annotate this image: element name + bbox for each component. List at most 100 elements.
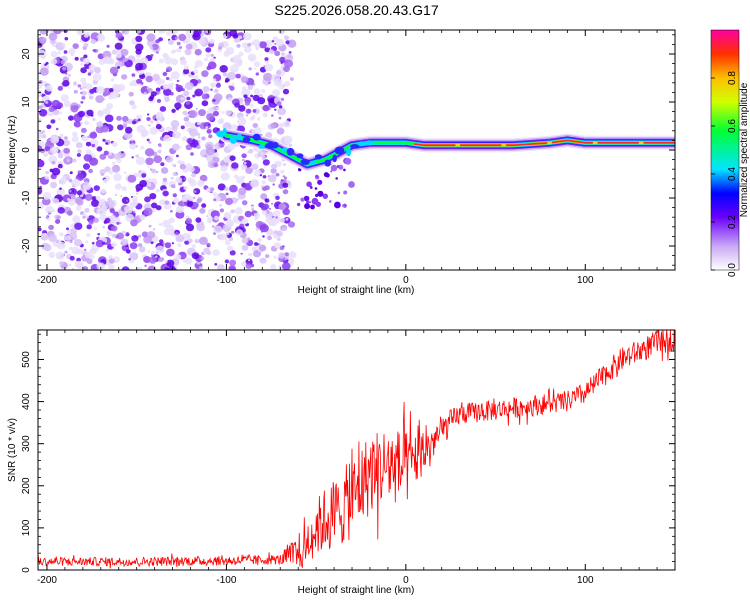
- ridge-blob: [236, 133, 243, 141]
- noise-speck: [172, 171, 178, 177]
- noise-speck: [282, 182, 289, 188]
- noise-speck: [227, 245, 234, 252]
- noise-speck: [174, 265, 178, 269]
- noise-speck: [253, 212, 261, 219]
- noise-speck: [207, 61, 217, 70]
- noise-speck: [185, 30, 194, 37]
- noise-speck: [75, 205, 82, 211]
- noise-speck: [163, 202, 172, 210]
- spectrogram-xlabel: Height of straight line (km): [298, 285, 415, 296]
- noise-speck: [82, 215, 86, 219]
- noise-speck: [238, 187, 247, 196]
- noise-speck: [223, 156, 231, 163]
- noise-speck: [122, 124, 127, 128]
- noise-speck: [141, 173, 147, 178]
- noise-speck: [287, 221, 296, 228]
- noise-speck: [69, 239, 73, 244]
- noise-speck: [116, 232, 125, 240]
- noise-speck: [38, 82, 43, 89]
- ridge-core: [413, 139, 675, 147]
- noise-speck: [135, 53, 141, 58]
- noise-speck: [92, 73, 102, 82]
- noise-speck: [113, 153, 122, 160]
- noise-speck: [170, 120, 180, 128]
- noise-speck: [45, 85, 53, 92]
- ridge-blob: [334, 146, 345, 155]
- noise-speck: [169, 82, 174, 87]
- noise-speck: [128, 258, 131, 261]
- noise-speck: [280, 179, 284, 182]
- noise-speck: [39, 30, 49, 35]
- noise-speck: [183, 90, 190, 97]
- noise-speck: [121, 186, 127, 192]
- noise-speck: [282, 208, 291, 216]
- noise-speck: [186, 96, 191, 101]
- noise-speck: [241, 218, 249, 225]
- noise-speck: [175, 94, 185, 103]
- noise-speck: [207, 123, 211, 126]
- noise-speck: [166, 248, 175, 257]
- spectrogram-noise-layer: [38, 30, 355, 270]
- noise-speck: [325, 173, 330, 178]
- y-tick-label: 10: [21, 96, 32, 108]
- noise-speck: [103, 56, 112, 64]
- noise-speck: [183, 186, 188, 190]
- noise-speck: [55, 219, 61, 224]
- noise-speck: [209, 38, 215, 44]
- noise-speck: [93, 66, 101, 74]
- noise-speck: [314, 187, 318, 190]
- noise-speck: [73, 81, 77, 85]
- noise-speck: [42, 134, 47, 139]
- noise-speck: [100, 188, 106, 194]
- noise-speck: [171, 242, 175, 245]
- noise-speck: [131, 235, 139, 242]
- noise-speck: [80, 91, 83, 94]
- noise-speck: [114, 193, 118, 196]
- noise-speck: [259, 174, 263, 177]
- noise-speck: [68, 115, 74, 121]
- noise-speck: [227, 142, 236, 151]
- noise-speck: [49, 168, 54, 173]
- noise-speck: [180, 97, 185, 101]
- noise-speck: [39, 67, 49, 76]
- noise-speck: [268, 81, 271, 84]
- noise-speck: [219, 65, 228, 73]
- noise-speck: [166, 31, 172, 36]
- noise-speck: [248, 148, 254, 154]
- noise-speck: [212, 249, 220, 256]
- noise-speck: [185, 101, 191, 105]
- noise-speck: [280, 218, 286, 223]
- noise-speck: [78, 110, 86, 118]
- noise-speck: [95, 239, 104, 248]
- noise-speck: [138, 246, 146, 253]
- noise-speck: [48, 32, 58, 41]
- noise-speck: [155, 245, 165, 254]
- noise-speck: [243, 161, 247, 165]
- noise-speck: [92, 49, 96, 52]
- noise-speck: [245, 114, 249, 117]
- noise-speck: [241, 153, 247, 159]
- y-tick-label: 100: [21, 519, 32, 536]
- noise-speck: [267, 235, 272, 241]
- noise-speck: [218, 110, 221, 113]
- noise-speck: [275, 206, 278, 210]
- noise-speck: [231, 230, 235, 234]
- noise-speck: [229, 259, 237, 266]
- noise-speck: [91, 196, 97, 201]
- noise-speck: [83, 163, 90, 170]
- snr-plot-area: [38, 330, 675, 570]
- noise-speck: [282, 189, 289, 195]
- noise-speck: [198, 236, 208, 245]
- noise-speck: [100, 125, 109, 133]
- noise-speck: [252, 39, 261, 47]
- noise-speck: [289, 77, 294, 81]
- noise-speck: [213, 88, 219, 94]
- noise-speck: [245, 167, 253, 175]
- noise-speck: [84, 193, 93, 201]
- noise-speck: [84, 248, 87, 251]
- noise-speck: [183, 177, 187, 181]
- noise-speck: [66, 177, 71, 181]
- noise-speck: [215, 83, 221, 88]
- noise-speck: [117, 124, 124, 131]
- noise-speck: [89, 131, 98, 139]
